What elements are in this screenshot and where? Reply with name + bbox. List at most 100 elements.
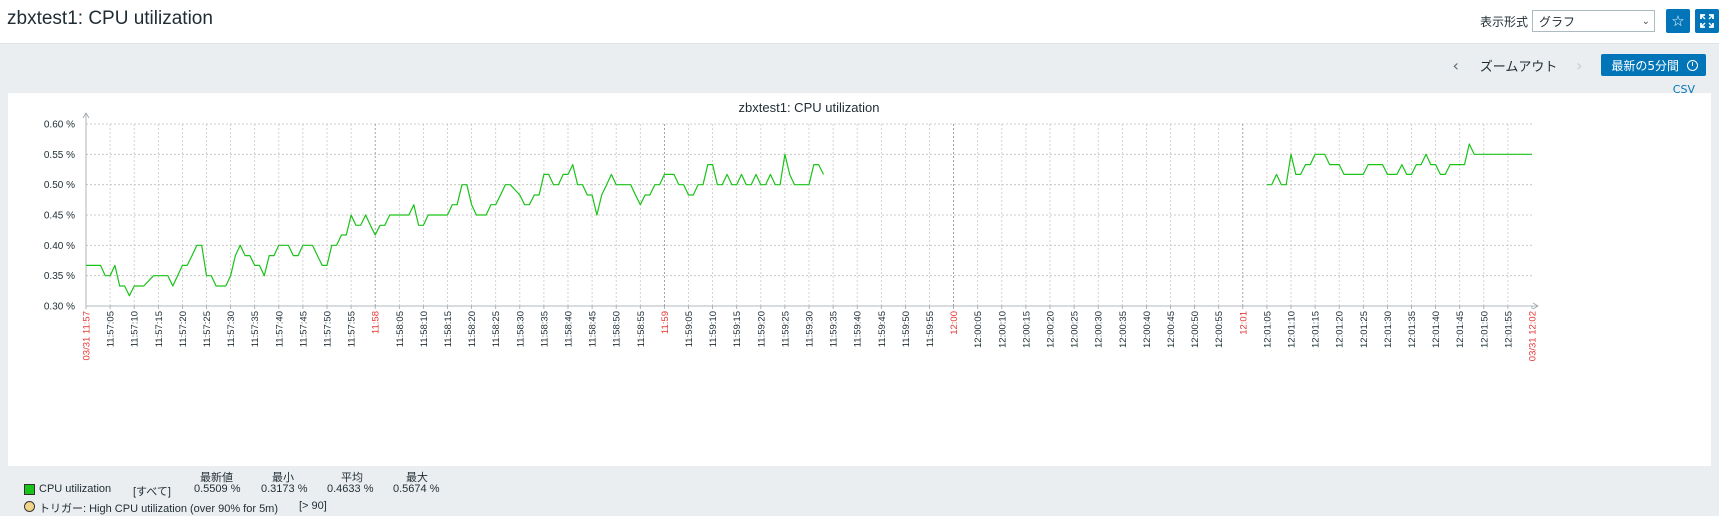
chevron-down-icon: ⌄ <box>1641 15 1650 27</box>
y-tick-label: 0.55 % <box>44 150 75 161</box>
fullscreen-button[interactable] <box>1695 9 1719 33</box>
x-tick-label: 12:00:05 <box>973 311 984 348</box>
x-tick-label: 12:00 <box>949 311 960 335</box>
x-tick-label: 12:00:55 <box>1214 311 1225 348</box>
y-axis-arrow <box>82 112 90 119</box>
x-tick-label: 11:59:10 <box>708 311 719 347</box>
legend-trigger-name: トリガー: High CPU utilization (over 90% for… <box>39 503 279 515</box>
series-line-cpu-utilization <box>86 153 825 297</box>
x-tick-label: 12:01:40 <box>1431 311 1442 348</box>
x-tick-label: 11:59:35 <box>829 311 840 347</box>
x-tick-label: 11:59:05 <box>684 311 695 347</box>
x-tick-label: 11:58:25 <box>491 311 502 347</box>
x-tick-label: 11:59:50 <box>901 311 912 347</box>
x-tick-label: 03/31 12:02 <box>1528 311 1539 361</box>
x-tick-label: 12:01:30 <box>1383 311 1394 348</box>
x-tick-label: 11:58:40 <box>564 311 575 347</box>
x-tick-label: 12:00:40 <box>1142 311 1153 348</box>
x-tick-label: 11:57:15 <box>154 311 165 347</box>
x-tick-label: 11:57:20 <box>178 311 189 347</box>
y-tick-label: 0.40 % <box>44 241 75 252</box>
x-tick-label: 11:58:15 <box>443 311 454 347</box>
legend-min-value: 0.3173 % <box>261 483 308 495</box>
x-tick-label: 11:59:55 <box>925 311 936 347</box>
y-tick-label: 0.60 % <box>44 120 75 131</box>
x-tick-label: 12:01:25 <box>1359 311 1370 348</box>
x-tick-label: 11:59:25 <box>780 311 791 347</box>
x-tick-label: 11:57:30 <box>226 311 237 347</box>
y-tick-label: 0.35 % <box>44 271 75 282</box>
series-color-swatch <box>24 484 35 495</box>
series-line-cpu-utilization <box>1266 143 1532 186</box>
x-tick-label: 11:57:50 <box>323 311 334 347</box>
x-tick-label: 12:01 <box>1238 311 1249 335</box>
header-controls: 表示形式 グラフ ⌄ ☆ <box>1480 8 1719 34</box>
view-as-label: 表示形式 <box>1479 14 1528 29</box>
y-tick-label: 0.30 % <box>44 302 75 313</box>
x-tick-label: 12:00:30 <box>1094 311 1105 348</box>
x-tick-label: 11:57:45 <box>298 311 309 347</box>
x-tick-label: 12:00:10 <box>997 311 1008 348</box>
page-title: zbxtest1: CPU utilization <box>7 8 213 29</box>
zoom-out-button[interactable]: ズームアウト <box>1479 59 1558 75</box>
x-tick-label: 11:58:35 <box>539 311 550 347</box>
legend-trigger-threshold: [> 90] <box>299 500 327 512</box>
x-tick-label: 12:00:50 <box>1190 311 1201 348</box>
favorite-button[interactable]: ☆ <box>1666 9 1690 33</box>
csv-link[interactable]: CSV <box>1672 83 1695 96</box>
x-tick-label: 12:01:35 <box>1407 311 1418 348</box>
legend-series-function: [すべて] <box>133 486 171 498</box>
view-as-select-value: グラフ <box>1539 14 1576 29</box>
x-tick-label: 11:57:35 <box>250 311 261 347</box>
x-axis-arrow <box>1532 302 1539 310</box>
x-tick-label: 12:00:15 <box>1021 311 1032 348</box>
x-tick-label: 12:01:45 <box>1455 311 1466 348</box>
x-tick-label: 11:58:20 <box>467 311 478 347</box>
legend-max-value: 0.5674 % <box>393 483 440 495</box>
x-tick-label: 11:59:45 <box>877 311 888 347</box>
fullscreen-icon <box>1700 14 1714 28</box>
x-tick-label: 03/31 11:57 <box>82 311 93 360</box>
x-tick-label: 12:01:10 <box>1287 311 1298 348</box>
x-tick-label: 11:57:25 <box>202 311 213 347</box>
time-navigation: ‹ ズームアウト › 最新の5分間 <box>1446 53 1719 77</box>
x-tick-label: 11:58:55 <box>636 311 647 347</box>
x-tick-label: 11:59:40 <box>853 311 864 347</box>
view-as-select[interactable]: グラフ ⌄ <box>1532 10 1655 32</box>
clock-icon <box>1687 59 1698 71</box>
x-tick-label: 12:01:50 <box>1479 311 1490 348</box>
star-icon: ☆ <box>1671 12 1685 30</box>
x-tick-label: 11:57:05 <box>106 311 117 347</box>
x-tick-label: 11:59:30 <box>805 311 816 347</box>
x-tick-label: 12:00:45 <box>1166 311 1177 348</box>
legend-last-value: 0.5509 % <box>194 483 241 495</box>
x-tick-label: 12:00:25 <box>1070 311 1081 348</box>
x-tick-label: 12:01:55 <box>1503 311 1514 348</box>
x-tick-label: 11:58:10 <box>419 311 430 347</box>
chevron-right-icon[interactable]: › <box>1576 55 1583 75</box>
x-tick-label: 11:58 <box>371 311 382 334</box>
trigger-color-swatch <box>24 501 35 512</box>
chevron-left-icon[interactable]: ‹ <box>1452 55 1459 75</box>
x-tick-label: 11:57:55 <box>347 311 358 347</box>
x-tick-label: 11:59:20 <box>756 311 767 347</box>
x-tick-label: 12:01:05 <box>1262 311 1273 348</box>
x-tick-label: 11:58:50 <box>612 311 623 347</box>
page-header: zbxtest1: CPU utilization 表示形式 グラフ ⌄ ☆ <box>0 0 1719 44</box>
x-tick-label: 11:59:15 <box>732 311 743 347</box>
chart-title: zbxtest1: CPU utilization <box>739 100 880 115</box>
x-tick-label: 12:01:15 <box>1311 311 1322 348</box>
cpu-utilization-chart: zbxtest1: CPU utilization 0.60 % 0.55 % 0.5… <box>44 100 1539 361</box>
x-tick-label: 11:58:30 <box>515 311 526 347</box>
x-tick-label: 11:58:05 <box>395 311 406 347</box>
x-tick-label: 11:59 <box>660 311 671 334</box>
latest-5-minutes-label: 最新の5分間 <box>1611 58 1679 73</box>
x-tick-label: 12:00:20 <box>1046 311 1057 348</box>
latest-5-minutes-button[interactable]: 最新の5分間 <box>1601 54 1706 76</box>
y-tick-label: 0.50 % <box>44 180 75 191</box>
x-tick-label: 11:57:40 <box>274 311 285 347</box>
graph-panel: zbxtest1: CPU utilization 0.60 % 0.55 % 0.5… <box>8 93 1711 515</box>
x-tick-label: 12:00:35 <box>1118 311 1129 348</box>
legend-series-name: CPU utilization <box>39 483 112 495</box>
legend-avg-value: 0.4633 % <box>327 483 374 495</box>
